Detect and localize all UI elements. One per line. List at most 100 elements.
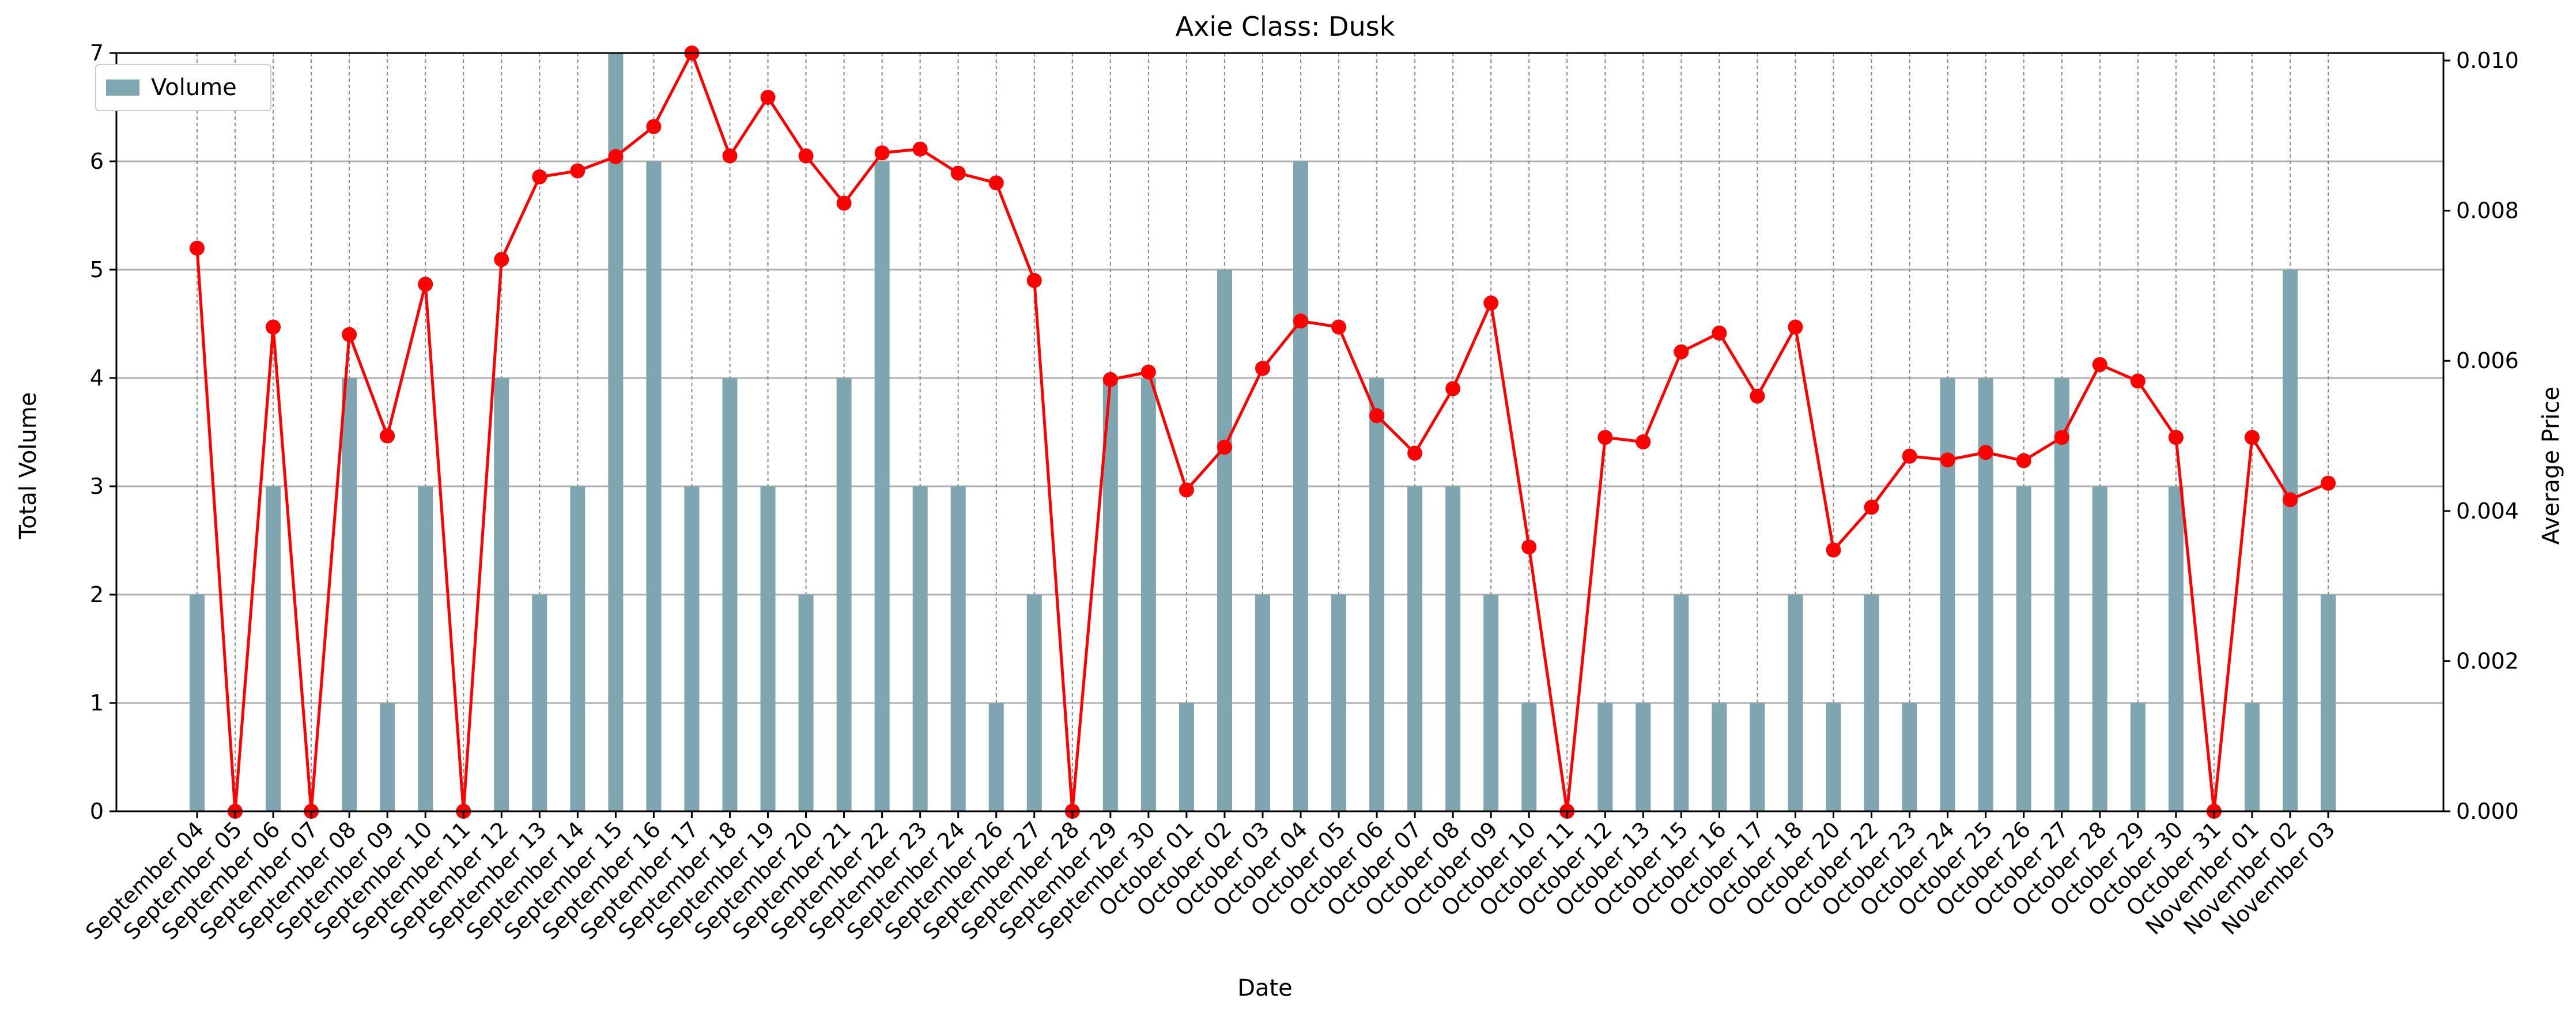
price-point bbox=[1978, 445, 1993, 460]
price-point bbox=[760, 89, 776, 105]
price-point bbox=[342, 327, 357, 342]
y-tick-label-left: 4 bbox=[90, 365, 104, 391]
price-point bbox=[1026, 273, 1042, 288]
plot-frame bbox=[115, 52, 2445, 812]
price-point bbox=[532, 169, 547, 184]
price-point bbox=[380, 428, 395, 444]
bar-layer bbox=[190, 53, 2336, 811]
bar-volume bbox=[2168, 486, 2184, 811]
price-point bbox=[2244, 430, 2260, 445]
price-point bbox=[266, 319, 281, 335]
legend-frame bbox=[95, 64, 271, 111]
bar-volume bbox=[1712, 703, 1727, 811]
bar-volume bbox=[1750, 703, 1765, 811]
bar-volume bbox=[2016, 486, 2031, 811]
legend-swatch-volume bbox=[106, 80, 139, 96]
y-tick-label-left: 0 bbox=[90, 799, 104, 824]
price-point bbox=[798, 148, 814, 164]
y-tick-label-right: 0.008 bbox=[2456, 198, 2519, 224]
price-point bbox=[1636, 434, 1651, 449]
chart-title: Axie Class: Dusk bbox=[1176, 11, 1395, 42]
bar-volume bbox=[798, 595, 814, 811]
legend-label-volume: Volume bbox=[151, 74, 237, 101]
price-point bbox=[1940, 452, 1955, 468]
y-tick-label-left: 3 bbox=[90, 474, 104, 499]
line-layer bbox=[190, 46, 2336, 819]
price-point bbox=[418, 277, 433, 292]
price-point bbox=[1217, 440, 1232, 455]
y-tick-label-right: 0.010 bbox=[2456, 48, 2519, 73]
bar-volume bbox=[836, 378, 852, 811]
price-point bbox=[1750, 388, 1765, 404]
bar-volume bbox=[2244, 703, 2260, 811]
y-tick-label-left: 5 bbox=[90, 257, 104, 282]
bar-volume bbox=[1826, 703, 1841, 811]
y-tick-label-right: 0.006 bbox=[2456, 348, 2519, 373]
bar-volume bbox=[760, 486, 776, 811]
bar-volume bbox=[1521, 703, 1537, 811]
price-point bbox=[836, 195, 852, 211]
price-point bbox=[2168, 430, 2184, 445]
y-axis-label-left: Total Volume bbox=[15, 392, 41, 540]
price-point bbox=[570, 163, 586, 179]
price-point bbox=[1597, 430, 1613, 445]
price-point bbox=[1140, 364, 1156, 380]
price-point bbox=[608, 149, 624, 164]
price-point bbox=[1864, 500, 1879, 515]
price-point bbox=[722, 148, 738, 164]
bar-volume bbox=[1902, 703, 1917, 811]
price-point bbox=[988, 175, 1004, 191]
y-tick-label-right: 0.000 bbox=[2456, 799, 2519, 824]
bar-volume bbox=[1445, 486, 1461, 811]
y-tick-label-left: 1 bbox=[90, 690, 104, 716]
x-axis-label: Date bbox=[1237, 975, 1293, 1001]
price-point bbox=[646, 119, 662, 134]
y-tick-label-right: 0.004 bbox=[2456, 498, 2519, 524]
bar-volume bbox=[266, 486, 281, 811]
bar-volume bbox=[1864, 595, 1879, 811]
bar-volume bbox=[1331, 595, 1347, 811]
bar-volume bbox=[418, 486, 433, 811]
bar-volume bbox=[988, 703, 1004, 811]
bar-volume bbox=[1978, 378, 1993, 811]
price-point bbox=[950, 165, 966, 181]
price-point bbox=[1712, 326, 1727, 341]
bar-volume bbox=[1636, 703, 1651, 811]
bar-volume bbox=[494, 378, 509, 811]
bar-volume bbox=[2321, 595, 2336, 811]
price-point bbox=[874, 145, 890, 161]
price-point bbox=[2130, 373, 2146, 389]
bar-volume bbox=[1026, 595, 1042, 811]
bar-volume bbox=[1140, 378, 1156, 811]
price-point bbox=[912, 141, 928, 157]
bar-volume bbox=[646, 161, 662, 811]
tick-layer: 012345670.0000.0020.0040.0060.0080.010Se… bbox=[81, 40, 2519, 945]
bar-volume bbox=[1407, 486, 1423, 811]
bar-volume bbox=[1369, 378, 1385, 811]
y-axis-label-right: Average Price bbox=[2538, 387, 2564, 545]
price-point bbox=[190, 240, 205, 256]
bar-volume bbox=[570, 486, 586, 811]
bar-volume bbox=[1255, 595, 1270, 811]
bar-volume bbox=[2282, 270, 2298, 811]
y-tick-label-left: 7 bbox=[90, 40, 104, 66]
price-point bbox=[2092, 357, 2107, 372]
price-point bbox=[1102, 372, 1118, 387]
bar-volume bbox=[950, 486, 966, 811]
bar-volume bbox=[684, 486, 700, 811]
y-tick-label-left: 6 bbox=[90, 149, 104, 174]
bar-volume bbox=[1597, 703, 1613, 811]
bar-volume bbox=[1483, 595, 1499, 811]
price-point bbox=[494, 252, 509, 267]
bar-volume bbox=[342, 378, 357, 811]
price-point bbox=[1674, 344, 1689, 360]
price-point bbox=[1788, 319, 1803, 335]
bar-volume bbox=[608, 53, 624, 811]
bar-volume bbox=[2054, 378, 2069, 811]
y-tick-label-right: 0.002 bbox=[2456, 648, 2519, 674]
bar-volume bbox=[1940, 378, 1955, 811]
price-point bbox=[1826, 542, 1841, 558]
price-point bbox=[1293, 313, 1309, 329]
price-point bbox=[1369, 408, 1385, 424]
